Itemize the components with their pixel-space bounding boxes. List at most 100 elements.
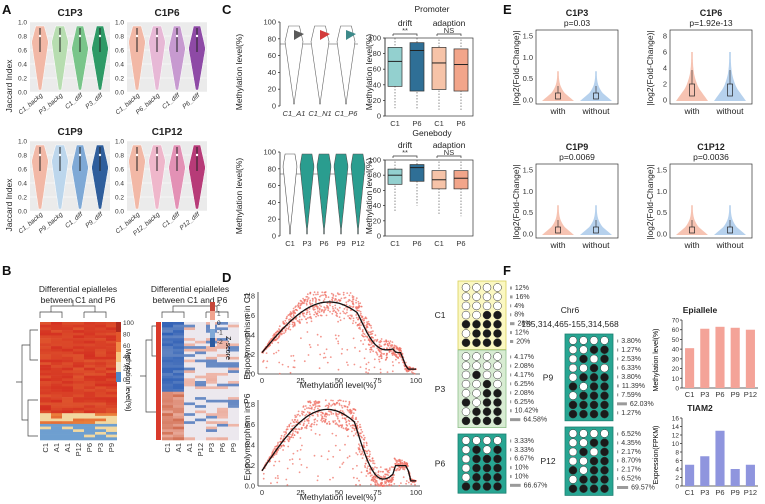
panel-f-unmethylated-cpg (461, 473, 471, 482)
panel-c-promoter-group-drift: drift (398, 18, 413, 28)
panel-d-top-point (320, 335, 322, 338)
panel-c-violin-ylabel-top: Methylation level(%) (234, 34, 244, 111)
panel-d-bottom-point (397, 467, 399, 470)
panel-b-right-cell (228, 367, 239, 371)
panel-d-xlabel-top: Methylation level(%) (300, 380, 377, 390)
panel-f-methylated-cpg (589, 373, 599, 382)
panel-b-left-cell (84, 327, 95, 331)
panel-d-top-point (322, 300, 325, 302)
panel-d-top-point (312, 308, 314, 310)
panel-d-bottom-point (364, 466, 367, 469)
panel-d-bottom-point (286, 438, 289, 441)
panel-a-median (155, 34, 159, 38)
panel-d-bottom-point (307, 422, 310, 424)
panel-f-pct-label: 10% (515, 473, 529, 480)
panel-e-ytick: 1.5 (657, 166, 667, 175)
panel-f-pct-bar (617, 459, 619, 463)
panel-a-title: C1P9 (57, 127, 82, 138)
panel-d-bottom-point (294, 430, 297, 433)
panel-b-left-cell (62, 370, 73, 374)
panel-d-top-point (314, 311, 317, 314)
panel-d-bottom-point (367, 465, 369, 468)
panel-a-violin (51, 25, 69, 91)
panel-f-unmethylated-cpg (600, 363, 609, 373)
panel-d-top-point (324, 294, 327, 296)
panel-c-top-violin-shape (284, 25, 304, 105)
panel-a-ytick: 0.6 (115, 48, 124, 55)
panel-d-top-point (316, 307, 319, 310)
panel-c-promoter-box (387, 47, 403, 87)
panel-d-top-point (289, 315, 292, 317)
panel-b-right-cell (206, 364, 217, 368)
panel-d-bottom-point (274, 445, 277, 448)
panel-e-ylabel-3: |log2(Fold-Change)| (511, 164, 521, 239)
panel-d-bottom-point (330, 413, 333, 415)
panel-b-right-cell (206, 375, 217, 379)
panel-b-right-cell (206, 405, 217, 409)
panel-b-left-cell (84, 346, 95, 350)
panel-d-bottom-xtick: 75 (373, 488, 381, 497)
panel-f-unmethylated-cpg (579, 456, 588, 466)
panel-b-left-cell (84, 423, 95, 427)
tiam2-bar (700, 456, 710, 486)
panel-b-right-cell (173, 338, 184, 342)
panel-a-ytick: 0.4 (115, 181, 124, 188)
panel-f-pct-label: 20% (516, 338, 530, 345)
panel-e-title: C1P9 (566, 142, 589, 152)
panel-d-bottom-point (262, 472, 265, 475)
panel-b-right-cell (162, 402, 173, 406)
panel-b-right-cell (228, 322, 239, 325)
panel-d-bottom-point (398, 484, 401, 487)
panel-d-top-point (391, 341, 394, 343)
panel-d-top-point (345, 301, 348, 304)
panel-b-left-legend-tick: 60 (123, 343, 131, 350)
panel-b-right-cell (228, 426, 239, 430)
panel-d-top-point (317, 314, 320, 317)
panel-b-left-cell (40, 407, 51, 411)
panel-d-bottom-point (365, 475, 368, 477)
panel-b-left-cell (84, 394, 95, 398)
panel-c-genebody-sig-bracket (436, 155, 462, 158)
panel-b-left-cell (95, 426, 106, 430)
panel-b-left-cell (51, 343, 62, 347)
panel-d-top-point (313, 291, 316, 294)
panel-b-right-cell (206, 389, 217, 393)
panel-b-left-cell (62, 397, 73, 401)
panel-d-bottom-point (337, 399, 340, 402)
panel-d-bottom-xtick: 100 (410, 488, 423, 497)
panel-d-top-point (353, 363, 356, 366)
panel-d-top-point (354, 346, 356, 349)
panel-b-left-cell (95, 410, 106, 414)
panel-f-sample-name: P9 (543, 372, 554, 382)
panel-b-left-cell (106, 437, 117, 441)
panel-b-left-cell (106, 405, 117, 409)
panel-a-ytick: 0.0 (18, 90, 27, 97)
panel-c-promoter-ytick: 40 (373, 80, 381, 89)
panel-a-violin (128, 144, 146, 210)
panel-d-top-point (281, 363, 284, 366)
panel-d-top-point (329, 302, 332, 304)
panel-d-top-point (327, 309, 330, 312)
panel-a-violin (168, 25, 186, 91)
panel-b-left-cell (106, 391, 117, 395)
panel-b-right-cell (217, 389, 228, 393)
panel-d-top-point (352, 317, 355, 320)
panel-d-bottom-point (332, 421, 335, 424)
panel-e-ytick: 0.5 (523, 208, 533, 217)
panel-b-right-cell (228, 372, 239, 376)
panel-d-top-point (365, 371, 367, 374)
panel-b-right-cell (184, 338, 195, 342)
panel-b-right-cell (217, 348, 228, 352)
panel-f-pct-bar (617, 339, 619, 343)
panel-d-top-point (291, 321, 294, 324)
panel-e-ylabel-2: |log2(Fold-Change)| (645, 30, 655, 105)
panel-d-bottom-point (350, 412, 353, 415)
panel-b-left-cell (51, 429, 62, 433)
panel-f-unmethylated-cpg (493, 370, 502, 380)
panel-d-top-point (336, 308, 339, 311)
panel-b-left-cell (106, 410, 117, 414)
panel-c-genebody-box (453, 170, 469, 190)
panel-a-ytick: 1.0 (115, 139, 124, 146)
panel-f-methylated-cpg (482, 407, 492, 416)
panel-b-right-legend-tick: 2 (217, 301, 221, 308)
